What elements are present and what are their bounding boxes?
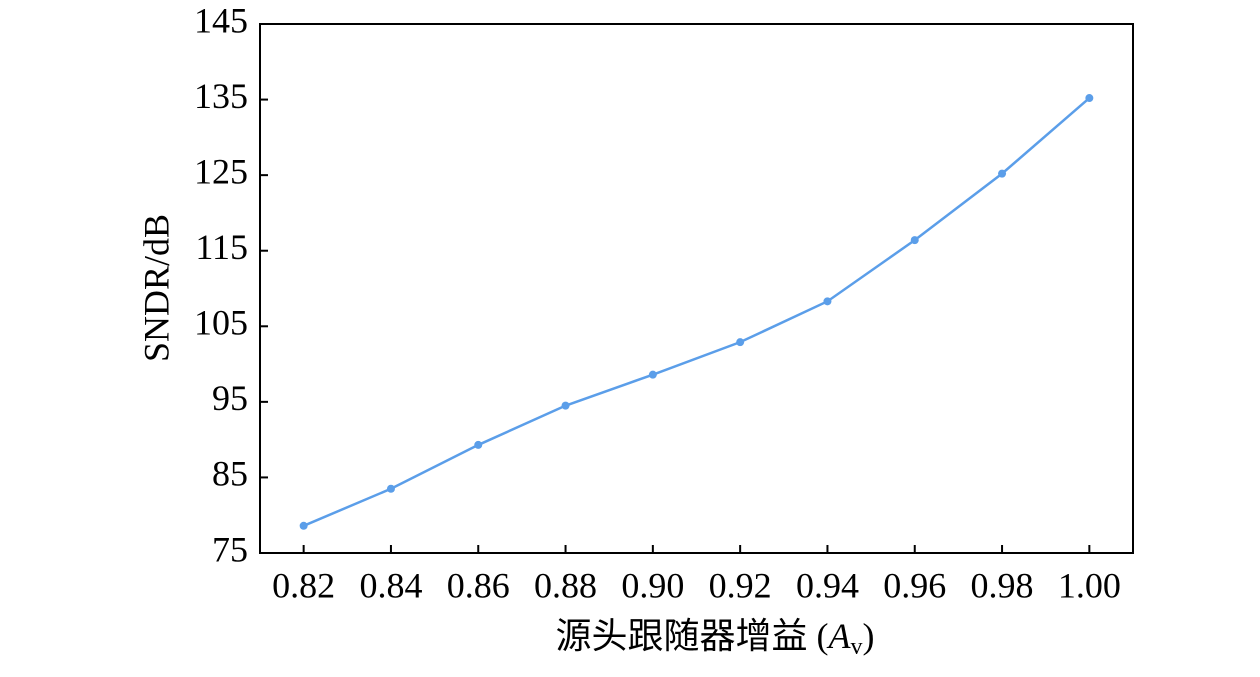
y-tick-label: 75 [212, 529, 248, 569]
x-tick-label: 0.96 [883, 565, 946, 605]
y-tick-label: 135 [194, 76, 248, 116]
data-point [648, 370, 657, 379]
data-point [561, 401, 570, 410]
x-tick-label: 0.84 [359, 565, 422, 605]
y-tick-label: 95 [212, 378, 248, 418]
x-tick-label: 0.92 [709, 565, 772, 605]
y-tick-label: 105 [194, 303, 248, 343]
x-tick-label: 0.86 [447, 565, 510, 605]
y-tick-label: 145 [194, 0, 248, 40]
data-line [303, 97, 1091, 527]
x-label-symbol: A [827, 616, 852, 656]
x-tick-label: 0.82 [272, 565, 335, 605]
x-label-subscript: v [851, 634, 863, 660]
y-tick-label: 85 [212, 454, 248, 494]
x-tick-label: 0.88 [534, 565, 597, 605]
y-tick-label: 115 [195, 227, 248, 267]
x-axis-label: 源头跟随器增益 (Av) [556, 616, 875, 659]
x-tick-label: 1.00 [1058, 565, 1121, 605]
x-label-text: 源头跟随器增益 ( [556, 616, 829, 656]
x-tick-label: 0.90 [621, 565, 684, 605]
x-tick-label: 0.98 [971, 565, 1034, 605]
data-point [736, 338, 745, 347]
x-tick-label: 0.94 [796, 565, 859, 605]
data-point [299, 521, 308, 530]
y-axis-label: SNDR/dB [136, 214, 176, 362]
data-point [474, 440, 483, 449]
data-point [998, 169, 1007, 178]
data-point [1085, 94, 1094, 103]
data-point [386, 484, 395, 493]
data-point [910, 236, 919, 245]
data-point [823, 297, 832, 306]
plot-frame [259, 23, 1134, 554]
y-tick-label: 125 [194, 151, 248, 191]
x-label-close: ) [863, 616, 875, 656]
